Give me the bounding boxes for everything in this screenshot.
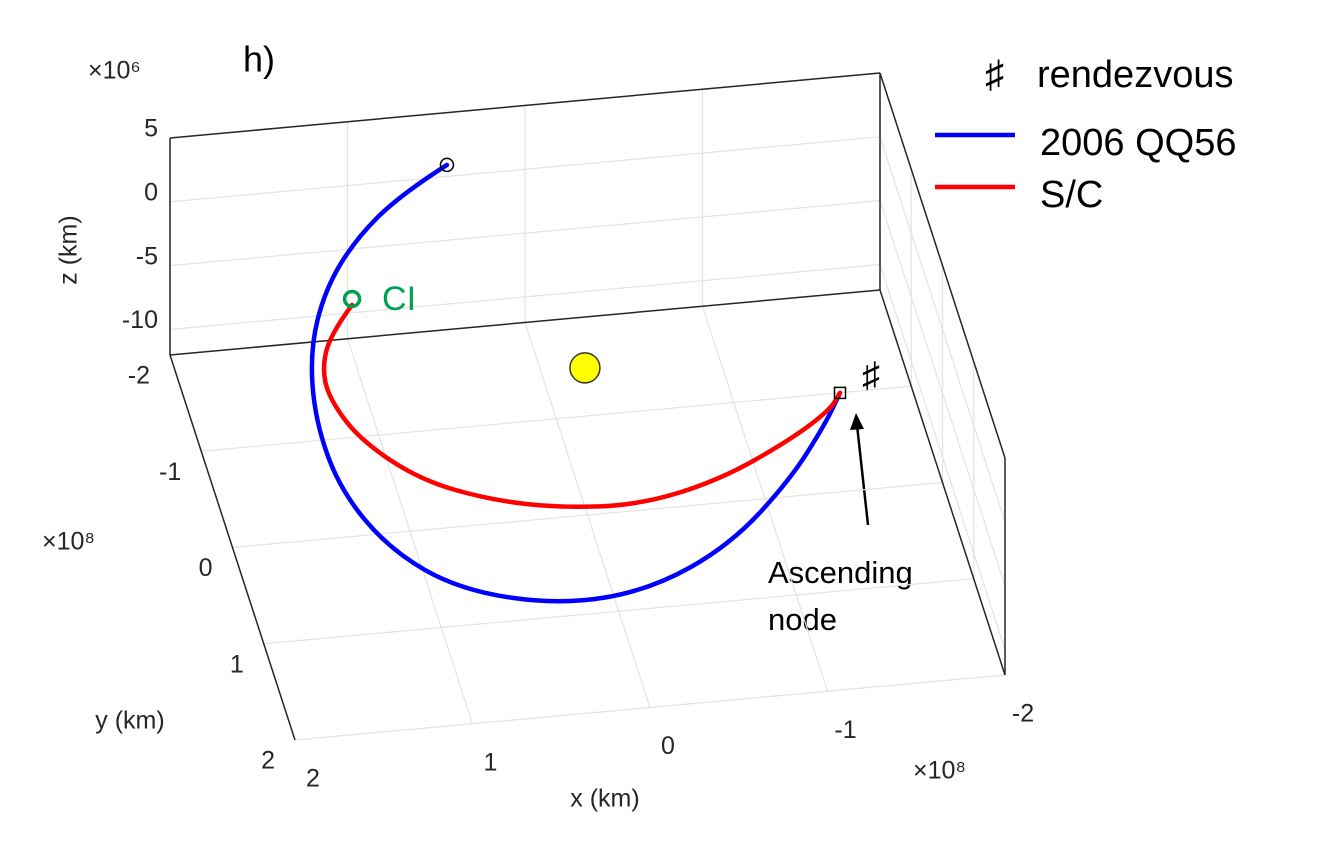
- legend-label: S/C: [1040, 174, 1103, 216]
- x-tick-label: 1: [484, 748, 498, 776]
- z-tick-label: 5: [144, 115, 158, 143]
- grid-line: [201, 385, 912, 452]
- axis-box: [879, 289, 1006, 676]
- y-exponent: ×10⁸: [42, 528, 95, 556]
- grid-line: [169, 263, 881, 331]
- annotation-text: Ascending: [768, 555, 913, 590]
- grid-line: [232, 481, 943, 549]
- z-axis-label: z (km): [55, 215, 83, 284]
- rendezvous-marker: [833, 386, 847, 400]
- y-tick-label: -2: [128, 362, 150, 390]
- legend-label: rendezvous: [1037, 54, 1233, 96]
- ci-marker: [342, 289, 362, 309]
- y-tick-label: -1: [159, 458, 181, 486]
- orbit-line: [309, 162, 843, 604]
- grid-line: [879, 136, 1006, 523]
- z-tick-label: 0: [144, 178, 158, 206]
- y-tick-label: 1: [230, 650, 244, 678]
- legend-symbol: ♯: [985, 54, 1004, 96]
- ci-label: CI: [382, 280, 416, 318]
- axis-box: [879, 72, 1006, 459]
- grid-line: [169, 136, 881, 203]
- axis-box: [169, 289, 881, 356]
- y-tick-label: 2: [261, 747, 275, 775]
- z-exponent: ×10⁶: [88, 57, 141, 85]
- arrow-head: [850, 413, 864, 430]
- rendezvous-label: ♯: [862, 355, 880, 396]
- sun: [569, 352, 601, 384]
- z-tick-label: -5: [136, 242, 158, 270]
- grid-line: [879, 264, 1006, 650]
- annotation-arrow: [855, 424, 870, 526]
- x-axis-label: x (km): [570, 785, 639, 813]
- x-exponent: ×10⁸: [913, 757, 966, 785]
- x-tick-label: -1: [834, 716, 856, 744]
- chart-title: h): [243, 39, 275, 80]
- x-tick-label: 0: [661, 732, 675, 760]
- z-tick-label: -10: [122, 306, 158, 334]
- grid-line: [294, 674, 1006, 741]
- grid-line: [263, 578, 974, 645]
- legend-label: 2006 QQ56: [1040, 122, 1236, 164]
- y-tick-label: 0: [199, 554, 213, 582]
- x-tick-label: -2: [1012, 700, 1034, 728]
- orbit-line: [321, 302, 843, 510]
- axis-box: [169, 354, 296, 741]
- y-axis-label: y (km): [95, 707, 164, 735]
- annotation-text: node: [768, 602, 837, 637]
- x-tick-label: 2: [306, 765, 320, 793]
- grid-line: [169, 200, 881, 267]
- axis-box: [169, 72, 881, 139]
- grid-line: [879, 200, 1006, 586]
- start-marker: [439, 157, 455, 173]
